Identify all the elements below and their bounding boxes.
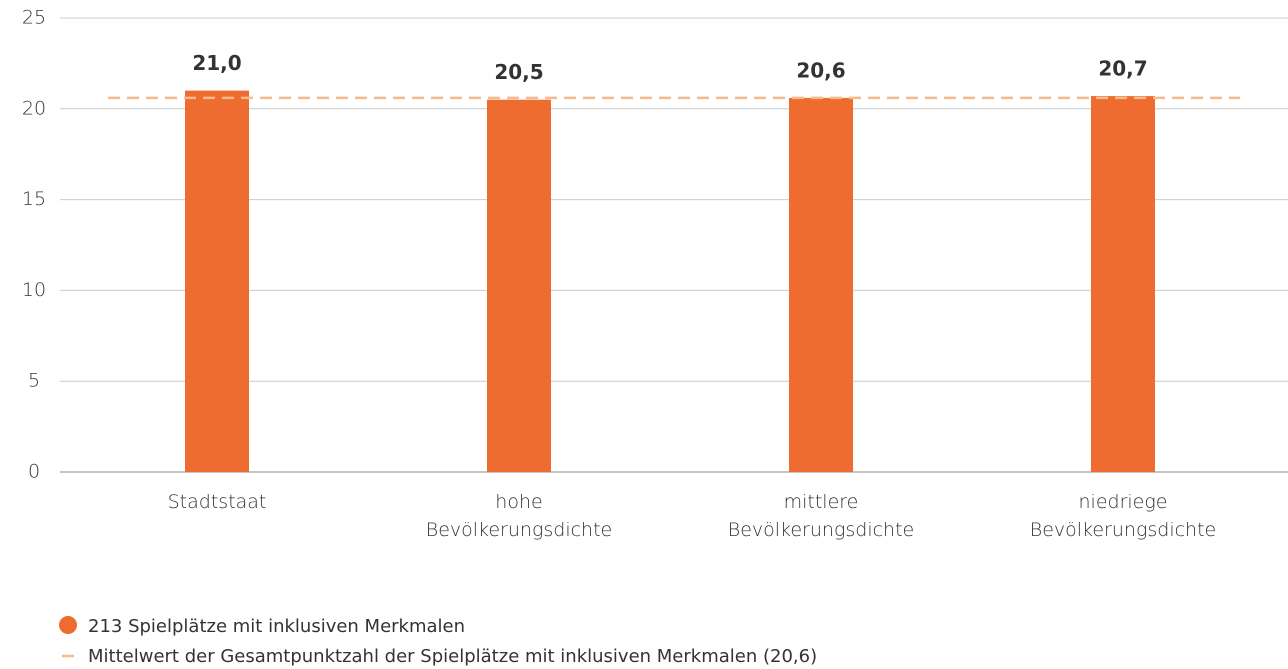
bar	[185, 90, 249, 472]
value-label: 21,0	[192, 51, 241, 75]
legend-label: 213 Spielplätze mit inklusiven Merkmalen	[88, 616, 465, 637]
bar	[487, 99, 551, 472]
value-label: 20,5	[494, 60, 543, 84]
y-tick-label: 15	[22, 188, 46, 210]
y-tick-label: 20	[22, 97, 46, 119]
x-tick-label: mittlere Bevölkerungsdichte	[727, 491, 915, 541]
y-tick-label: 0	[28, 461, 40, 483]
value-label: 20,7	[1098, 57, 1147, 81]
y-tick-label: 10	[22, 279, 46, 301]
legend-label: Mittelwert der Gesamtpunktzahl der Spiel…	[88, 646, 817, 667]
legend-marker	[59, 616, 77, 634]
x-tick-label: niedriege Bevölkerungsdichte	[1029, 491, 1217, 541]
value-label: 20,6	[796, 58, 845, 82]
y-tick-label: 25	[22, 7, 46, 29]
x-tick-label: hohe Bevölkerungsdichte	[425, 491, 613, 541]
bar	[789, 97, 853, 473]
y-tick-label: 5	[28, 370, 40, 392]
x-tick-label: Stadtstaat	[167, 491, 267, 513]
bar	[1091, 96, 1155, 472]
